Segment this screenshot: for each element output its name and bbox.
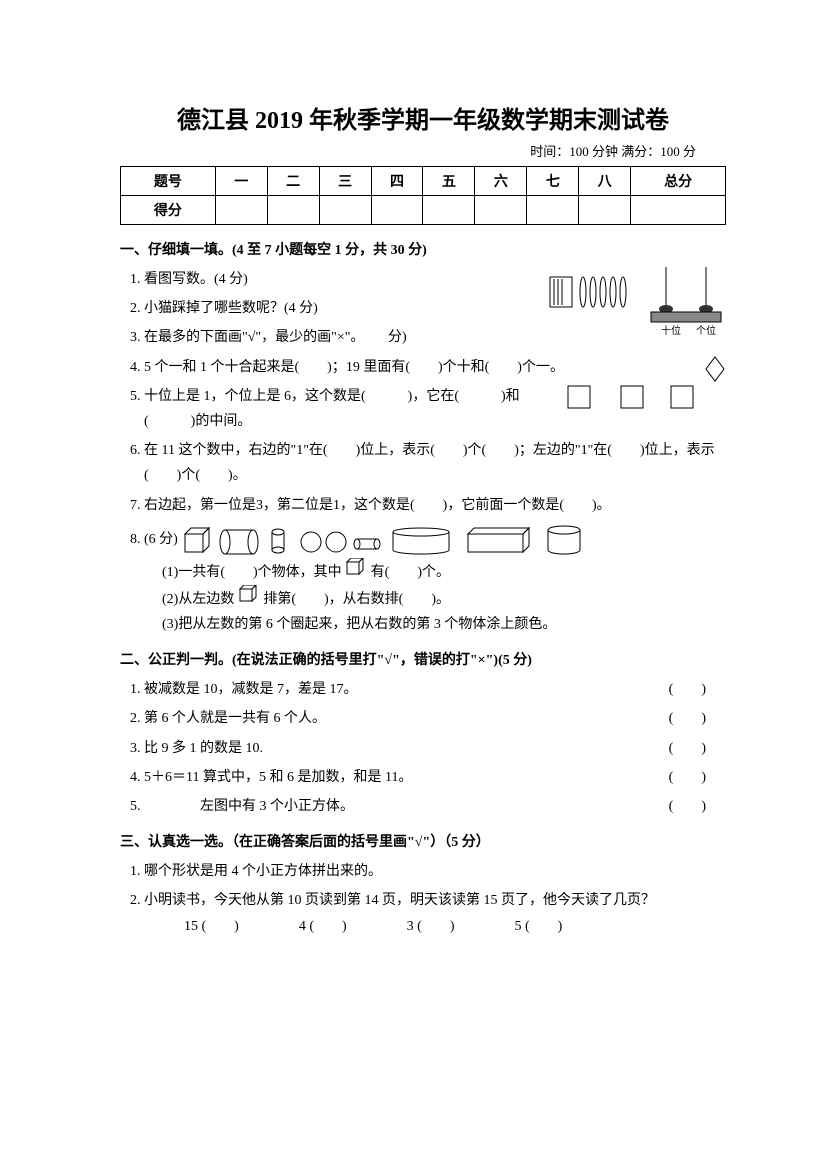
table-row: 题号 一 二 三 四 五 六 七 八 总分	[121, 167, 726, 196]
q5: 十位上是 1，个位上是 6，这个数是( )，它在( )和( )的中间。	[144, 384, 726, 434]
score-header: 一	[215, 167, 267, 196]
options-row: 15 ( ) 4 ( ) 3 ( ) 5 ( )	[184, 914, 726, 939]
q3-suffix: 分)	[388, 330, 407, 345]
judge-item: 左图中有 3 个小正方体。( )	[144, 794, 726, 819]
q3-1: 哪个形状是用 4 个小正方体拼出来的。	[144, 859, 726, 884]
q3-2: 小明读书，今天他从第 10 页读到第 14 页，明天该读第 15 页了，他今天读…	[144, 888, 726, 938]
score-cell	[527, 196, 579, 225]
q6: 在 11 这个数中，右边的"1"在( )位上，表示( )个( )；左边的"1"在…	[144, 438, 726, 488]
score-cell	[267, 196, 319, 225]
q8-3: (3)把从左数的第 6 个圈起来，把从右数的第 3 个物体涂上颜色。	[162, 612, 726, 637]
cube-icon	[238, 585, 260, 603]
square-shapes	[566, 384, 696, 419]
judge-item: 比 9 多 1 的数是 10.( )	[144, 736, 726, 761]
score-cell	[475, 196, 527, 225]
q8-head: (6 分)	[144, 532, 178, 547]
score-header: 二	[267, 167, 319, 196]
q3-text: 在最多的下面画"√"，最少的画"×"。	[144, 330, 364, 345]
score-header: 八	[579, 167, 631, 196]
section-2-list: 被减数是 10，减数是 7，差是 17。( ) 第 6 个人就是一共有 6 个人…	[144, 677, 726, 819]
option: 5 ( )	[514, 914, 562, 939]
score-header: 总分	[631, 167, 726, 196]
score-header: 五	[423, 167, 475, 196]
score-cell	[215, 196, 267, 225]
q1-text: 看图写数。(4 分)	[144, 272, 248, 287]
q5-text: 十位上是 1，个位上是 6，这个数是( )，它在( )和( )的中间。	[144, 389, 520, 429]
section-2-title: 二、公正判一判。(在说法正确的括号里打"√"，错误的打"×")(5 分)	[120, 649, 726, 669]
score-header: 七	[527, 167, 579, 196]
score-cell	[631, 196, 726, 225]
q7: 右边起，第一位是3，第二位是1，这个数是( )，它前面一个数是( )。	[144, 493, 726, 518]
option: 15 ( )	[184, 914, 239, 939]
judge-item: 被减数是 10，减数是 7，差是 17。( )	[144, 677, 726, 702]
score-header: 三	[319, 167, 371, 196]
option: 3 ( )	[407, 914, 455, 939]
q8-2: (2)从左边数 排第( )，从右数排( )。	[162, 585, 726, 612]
score-table: 题号 一 二 三 四 五 六 七 八 总分 得分	[120, 166, 726, 225]
page-title: 德江县 2019 年秋季学期一年级数学期末测试卷	[120, 100, 726, 135]
score-cell	[371, 196, 423, 225]
score-cell	[579, 196, 631, 225]
score-header: 四	[371, 167, 423, 196]
q1: 十位 个位 看图写数。(4 分)	[144, 267, 726, 292]
q4-text: 5 个一和 1 个十合起来是( )；19 里面有( )个十和( )个一。	[144, 360, 564, 375]
q4: 5 个一和 1 个十合起来是( )；19 里面有( )个十和( )个一。	[144, 355, 726, 380]
section-1-title: 一、仔细填一填。(4 至 7 小题每空 1 分，共 30 分)	[120, 239, 726, 259]
table-row: 得分	[121, 196, 726, 225]
exam-info: 时间：100 分钟 满分：100 分	[120, 141, 726, 160]
judge-item: 5＋6＝11 算式中，5 和 6 是加数，和是 11。( )	[144, 765, 726, 790]
q8-1: (1)一共有( )个物体，其中 有( )个。	[162, 558, 726, 585]
judge-item: 第 6 个人就是一共有 6 个人。( )	[144, 706, 726, 731]
section-3-title: 三、认真选一选。（在正确答案后面的括号里画"√"）（5 分）	[120, 831, 726, 851]
option: 4 ( )	[299, 914, 347, 939]
q2: 小猫踩掉了哪些数呢？(4 分)	[144, 296, 726, 321]
score-cell	[319, 196, 371, 225]
section-1-list: 十位 个位 看图写数。(4 分) 小猫踩掉了哪些数呢？(	[144, 267, 726, 637]
score-cell	[423, 196, 475, 225]
q3: 在最多的下面画"√"，最少的画"×"。 分)	[144, 325, 726, 350]
cube-icon	[345, 558, 367, 576]
score-row-label: 得分	[121, 196, 216, 225]
q8: (6 分)	[144, 522, 726, 638]
score-header: 题号	[121, 167, 216, 196]
shapes-row	[181, 532, 621, 547]
section-3-list: 哪个形状是用 4 个小正方体拼出来的。 小明读书，今天他从第 10 页读到第 1…	[144, 859, 726, 939]
score-header: 六	[475, 167, 527, 196]
